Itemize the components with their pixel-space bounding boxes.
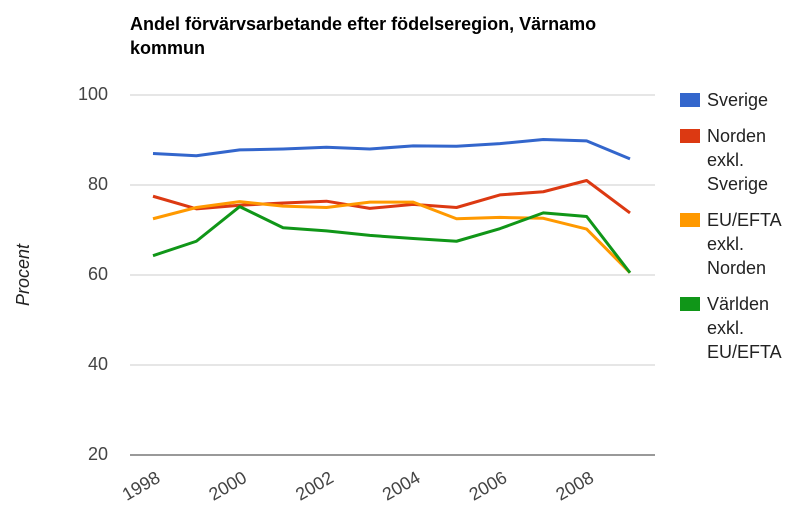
chart-title: Andel förvärvsarbetande efter födelsereg… xyxy=(130,14,597,58)
x-tick-label: 1998 xyxy=(119,467,164,504)
x-tick-label: 2002 xyxy=(292,467,337,504)
legend-label: EU/EFTA exkl. Norden xyxy=(707,210,781,278)
legend-swatch xyxy=(680,129,700,143)
series-line xyxy=(152,179,631,215)
y-tick-label: 60 xyxy=(88,264,108,284)
y-tick-label: 100 xyxy=(78,84,108,104)
legend-item: Norden exkl. Sverige xyxy=(680,124,798,196)
series-line xyxy=(152,200,632,274)
legend-item: EU/EFTA exkl. Norden xyxy=(680,208,798,280)
legend-swatch xyxy=(680,213,700,227)
x-tick-label: 2000 xyxy=(205,467,250,504)
y-tick-label: 80 xyxy=(88,174,108,194)
x-tick-label: 2008 xyxy=(552,467,597,504)
y-axis-label: Procent xyxy=(13,243,33,306)
x-tick-label: 2006 xyxy=(466,467,511,504)
y-tick-label: 20 xyxy=(88,444,108,464)
legend-item: Världen exkl. EU/EFTA xyxy=(680,292,798,364)
series-line xyxy=(152,138,631,161)
legend: Sverige Norden exkl. Sverige EU/EFTA exkl.… xyxy=(680,88,798,376)
series-line xyxy=(152,205,632,274)
y-tick-label: 40 xyxy=(88,354,108,374)
legend-item: Sverige xyxy=(680,88,798,112)
legend-swatch xyxy=(680,297,700,311)
legend-label: Norden exkl. Sverige xyxy=(707,126,769,194)
legend-label: Sverige xyxy=(707,90,769,110)
x-tick-label: 2004 xyxy=(379,467,424,504)
legend-swatch xyxy=(680,93,700,107)
legend-label: Världen exkl. EU/EFTA xyxy=(707,294,782,362)
